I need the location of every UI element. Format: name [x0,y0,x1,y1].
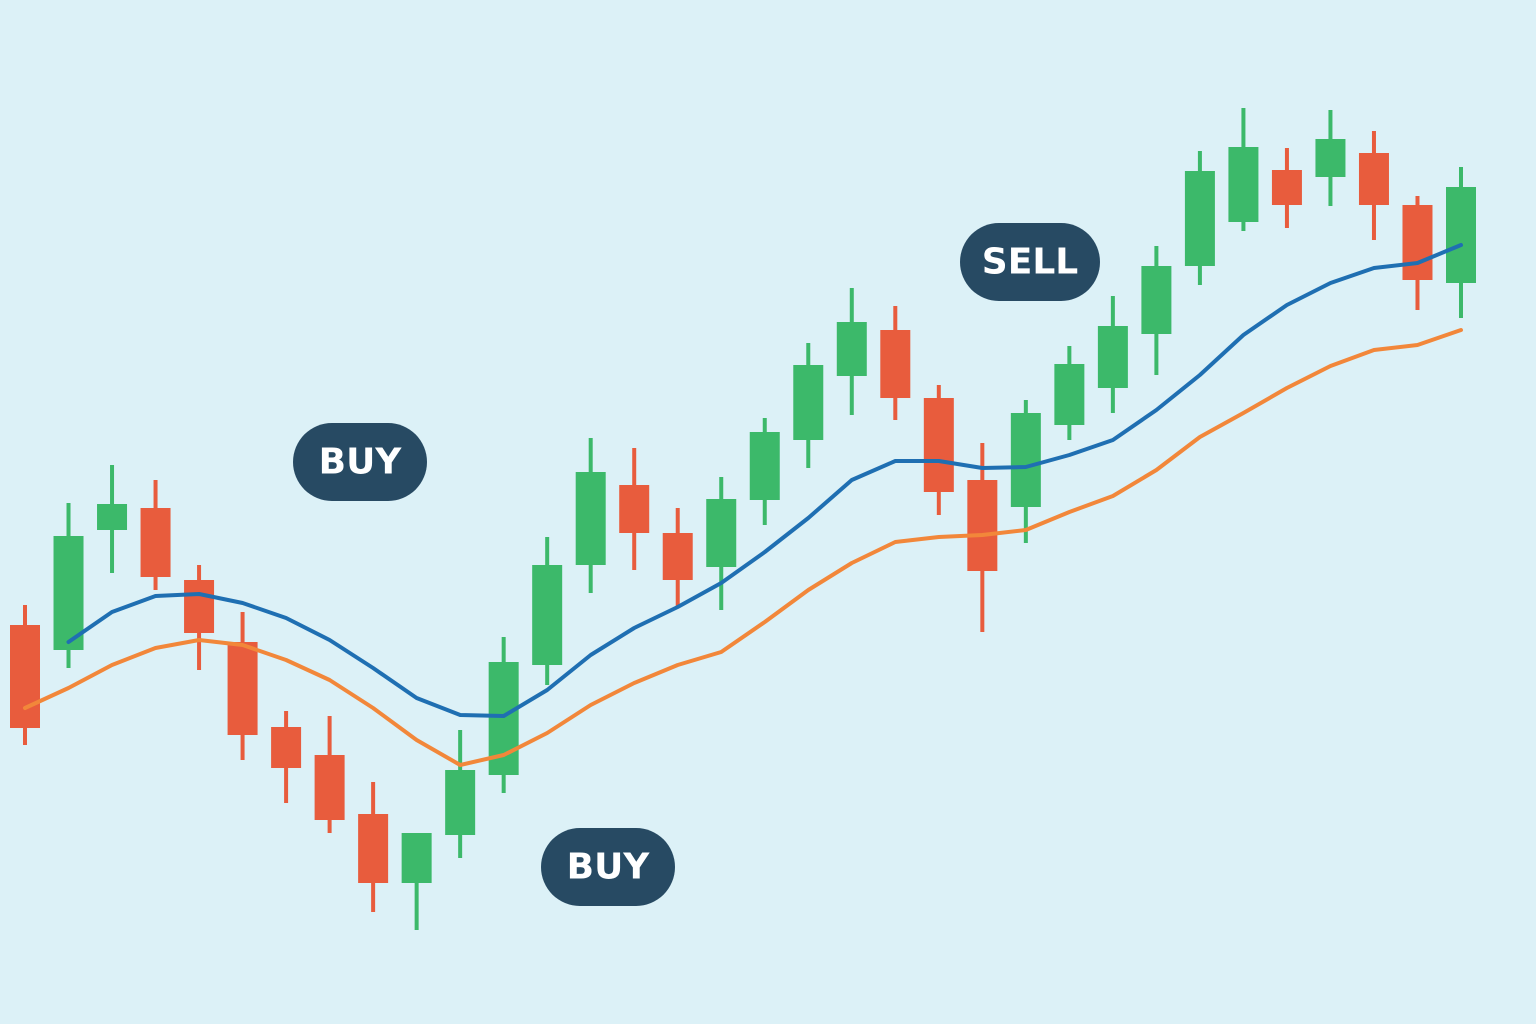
signal-pill [960,223,1100,301]
candle-body [662,533,693,580]
candle-body [1184,171,1215,266]
candle-body [140,508,171,577]
candle-body [1141,266,1172,334]
candle-body [271,727,302,768]
candle-body [97,504,128,530]
candle-body [53,536,84,650]
candle-body [10,625,40,728]
candle-body [401,833,432,883]
moving-average-line [66,243,1463,718]
candle-body [1402,205,1433,280]
candle-body [836,322,867,376]
candle-body [532,565,563,665]
signal-label: SELL [982,242,1078,283]
candle-body [793,365,824,440]
candle-body [1054,364,1085,425]
candle-body [314,755,345,820]
signal-label: BUY [319,442,403,483]
candle-body [967,480,998,571]
candle-body [749,432,780,500]
candle-body [1358,153,1389,205]
candle-body [1228,147,1259,222]
candle-body [575,472,606,565]
candle-body [619,485,650,533]
candle-body [1010,413,1041,507]
candle-body [1097,326,1128,388]
moving-average-line [23,328,1463,767]
candle-body [923,398,954,492]
candle-body [358,814,389,883]
signal-pill [293,423,427,501]
candle-body [227,642,258,735]
signal-pill [541,828,675,906]
candle-body [706,499,737,567]
candle-body [1315,139,1346,177]
candle-body [1271,170,1302,205]
candle-body [880,330,911,398]
signal-label: BUY [567,847,651,888]
candle-body [184,580,215,633]
candle-body [1446,187,1476,283]
candle-body [445,770,476,835]
